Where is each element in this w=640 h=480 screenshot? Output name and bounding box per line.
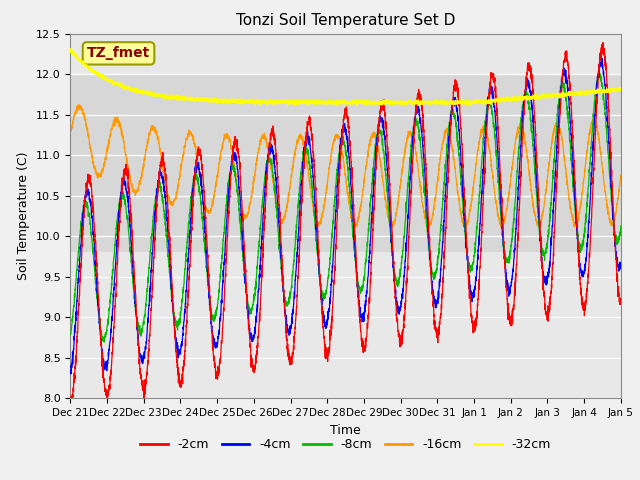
- Y-axis label: Soil Temperature (C): Soil Temperature (C): [17, 152, 30, 280]
- Legend: -2cm, -4cm, -8cm, -16cm, -32cm: -2cm, -4cm, -8cm, -16cm, -32cm: [135, 433, 556, 456]
- Text: TZ_fmet: TZ_fmet: [87, 47, 150, 60]
- Bar: [70, 74, 621, 252]
- Title: Tonzi Soil Temperature Set D: Tonzi Soil Temperature Set D: [236, 13, 455, 28]
- X-axis label: Time: Time: [330, 424, 361, 437]
